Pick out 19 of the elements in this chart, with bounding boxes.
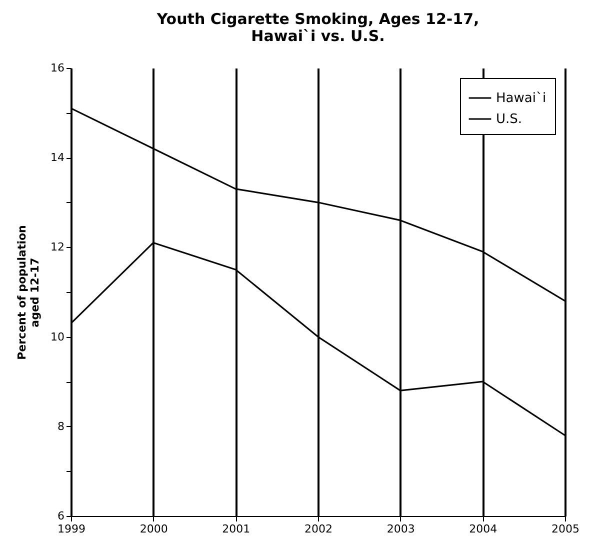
legend-label: U.S. (496, 112, 522, 127)
x-tick-label: 1999 (58, 522, 86, 536)
y-tick-label: 6 (58, 510, 64, 522)
text: Youth Cigarette Smoking, Ages 12-17, (156, 10, 480, 28)
y-tick-label: 14 (50, 151, 64, 164)
y-tick-label: 8 (58, 420, 64, 433)
x-tick-label: 2002 (304, 522, 332, 536)
y-tick-label: 16 (50, 62, 64, 74)
legend-label: Hawai`i (496, 91, 546, 106)
y-tick-label: 12 (50, 240, 64, 254)
x-tick-label: 2005 (552, 522, 580, 536)
x-tick-label: 2001 (222, 522, 250, 536)
text: aged 12-17 (28, 258, 42, 328)
text: Percent of population (16, 225, 29, 360)
y-tick-label: 10 (50, 330, 64, 344)
x-tick-label: 2003 (386, 522, 415, 536)
x-tick-label: 2004 (469, 522, 498, 536)
text: Hawai`i vs. U.S. (251, 27, 385, 45)
x-tick-label: 2000 (140, 522, 168, 536)
